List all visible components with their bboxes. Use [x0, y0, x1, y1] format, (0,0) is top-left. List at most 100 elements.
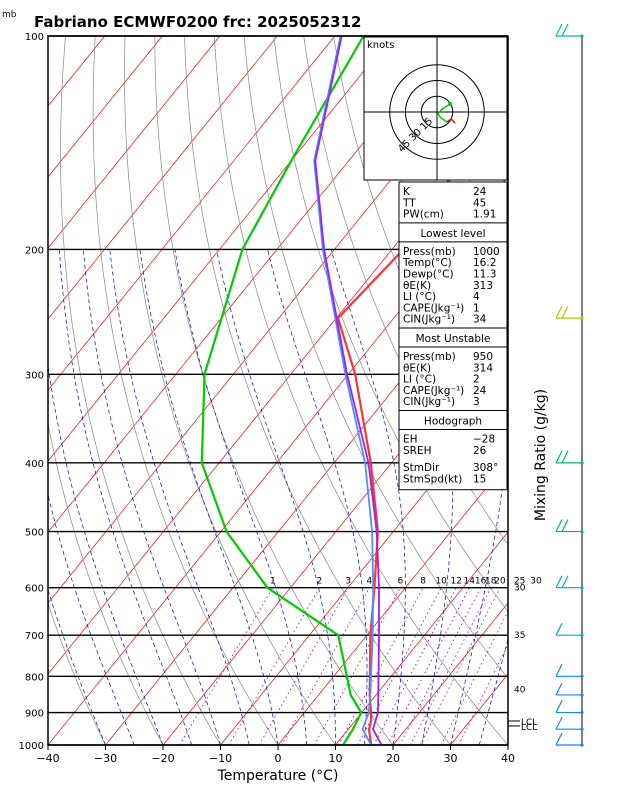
mixing-ratio-line	[313, 587, 401, 745]
pressure-tick-label: 200	[25, 245, 44, 256]
dry-adiabat-line	[184, 36, 451, 745]
isotherm-line	[48, 176, 508, 745]
dry-adiabat-line	[213, 36, 508, 745]
dry-adiabat-line	[542, 36, 618, 745]
mixing-ratio-label: 30	[530, 577, 542, 587]
wind-barb-point	[580, 743, 584, 747]
index-value: 34	[473, 314, 487, 326]
index-label: LI (°C)	[403, 291, 436, 303]
right-axis-label: Mixing Ratio (g/kg)	[533, 389, 549, 521]
moist-adiabat-line	[478, 638, 508, 745]
index-value: 314	[473, 362, 493, 374]
index-value: 1000	[473, 246, 500, 258]
index-value: 11.3	[473, 269, 496, 281]
wind-barb-flag	[555, 700, 563, 713]
index-value: −28	[473, 434, 495, 446]
isotherm-line	[48, 36, 451, 533]
wind-barb-flag	[555, 682, 563, 696]
mixing-ratio-label: 20	[494, 577, 506, 587]
moist-adiabat-line	[174, 249, 308, 745]
isotherm-line	[48, 36, 221, 249]
lcl-label: LCL	[521, 723, 537, 733]
temperature-profile-line	[336, 77, 508, 745]
moist-adiabat-line	[48, 588, 106, 745]
dry-adiabat-line	[48, 421, 164, 745]
wind-barb-flag	[561, 23, 569, 37]
mixing-ratio-label: 8	[420, 577, 426, 587]
index-label: StmSpd(kt)	[403, 473, 462, 485]
mixing-ratio-line	[338, 587, 424, 745]
moist-adiabat-line	[82, 249, 221, 745]
pressure-tick-label: 600	[25, 584, 44, 595]
moist-adiabat-line	[59, 249, 193, 745]
mixing-ratio-line	[410, 587, 492, 745]
index-section-header: Most Unstable	[416, 333, 491, 345]
index-value: 24	[473, 385, 487, 397]
moist-adiabat-line	[48, 363, 164, 745]
wind-barb-flag	[555, 450, 563, 464]
dry-adiabat-line	[60, 36, 221, 745]
wind-barb-flag	[555, 23, 563, 37]
isotherm-line	[566, 36, 618, 745]
pressure-unit-label: mb	[2, 10, 17, 20]
pressure-tick-label: 800	[25, 672, 44, 683]
pressure-tick-label: 700	[25, 631, 44, 642]
x-tick-label: 30	[444, 752, 458, 765]
parcel-profile-line	[313, 36, 375, 745]
wind-barb-point	[580, 316, 584, 320]
wind-barb-flag	[561, 519, 569, 532]
moist-adiabat-line	[48, 493, 135, 745]
moist-adiabat-line	[109, 249, 250, 745]
index-label: CAPE(Jkg⁻¹)	[403, 385, 464, 397]
temperature-ticks: −40 −30 −20 −10 0 10 20 30 40	[36, 745, 515, 765]
index-value: 313	[473, 280, 493, 292]
index-label: θE(K)	[403, 362, 431, 374]
dry-adiabat-line	[48, 602, 106, 745]
index-label: LI (°C)	[403, 374, 436, 386]
virtual-profile-line	[314, 36, 383, 745]
x-tick-label: −30	[94, 752, 117, 765]
dry-adiabat-line	[124, 36, 336, 745]
index-value: 1.91	[473, 209, 496, 221]
mixing-ratio-label: 4	[367, 577, 373, 587]
mixing-ratio-line	[179, 587, 274, 745]
dry-adiabat-line	[303, 36, 508, 546]
x-tick-label: −20	[151, 752, 174, 765]
dry-adiabat-line	[243, 36, 508, 679]
x-tick-label: −40	[36, 752, 59, 765]
wind-barb-point	[580, 461, 584, 465]
mixing-ratio-label: 18	[485, 577, 497, 587]
wind-barb-flag	[555, 622, 563, 636]
index-value: 26	[473, 445, 487, 457]
sounding-curves	[200, 36, 508, 745]
hodograph-background	[363, 36, 508, 181]
wind-barb-point	[580, 710, 584, 715]
moist-adiabat-line	[216, 249, 336, 745]
dry-adiabat-line	[154, 36, 394, 745]
index-value: 3	[473, 396, 480, 408]
x-tick-label: 0	[275, 752, 282, 765]
x-tick-label: 40	[501, 752, 515, 765]
isotherm-line	[48, 36, 393, 462]
mixing-ratio-label: 10	[435, 577, 447, 587]
index-value: 1	[473, 302, 480, 314]
wind-barb-flag	[561, 575, 569, 588]
hodograph-trace-low	[446, 118, 456, 124]
mixing-ratio-line	[258, 587, 349, 745]
wind-barb-flag	[555, 519, 563, 532]
wind-barb-point	[580, 674, 584, 678]
wind-barb-flag	[561, 305, 569, 319]
index-label: StmDir	[403, 462, 440, 474]
hodograph-trace	[437, 103, 451, 123]
index-label: Dewp(°C)	[403, 269, 454, 281]
index-section-header: Lowest level	[420, 228, 485, 240]
wind-barb-point	[580, 727, 584, 731]
index-value: 2	[473, 374, 480, 386]
mixing-ratio-label: 25	[514, 577, 525, 587]
wind-barb-flag	[555, 305, 563, 319]
pressure-tick-label: 300	[25, 370, 44, 381]
x-tick-label: −10	[209, 752, 232, 765]
